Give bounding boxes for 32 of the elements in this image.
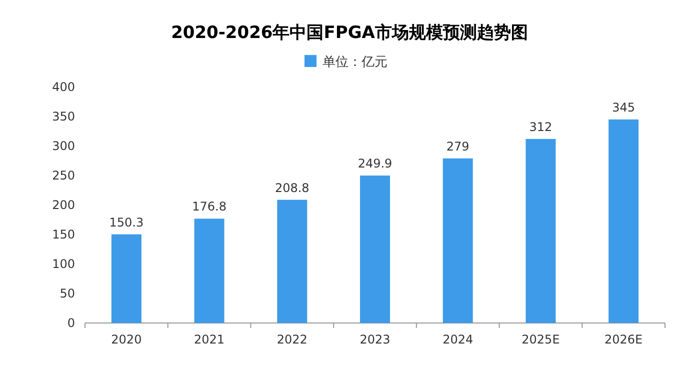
bar bbox=[442, 158, 473, 323]
data-label: 249.9 bbox=[358, 156, 392, 171]
y-tick-label: 0 bbox=[67, 316, 75, 330]
bar bbox=[277, 200, 308, 323]
y-tick-label: 250 bbox=[52, 168, 75, 182]
data-label: 208.8 bbox=[274, 180, 310, 195]
x-tick-label: 2021 bbox=[194, 332, 225, 347]
x-tick-label: 2022 bbox=[276, 332, 308, 347]
y-tick-label: 350 bbox=[52, 109, 75, 124]
x-tick-label: 2026E bbox=[604, 332, 643, 347]
x-tick-label: 2020 bbox=[111, 332, 142, 347]
bar bbox=[360, 176, 390, 323]
data-label: 279 bbox=[446, 139, 470, 154]
y-tick-label: 100 bbox=[52, 256, 75, 271]
bar bbox=[111, 234, 142, 323]
bar bbox=[608, 119, 639, 323]
y-tick-label: 400 bbox=[52, 80, 75, 94]
data-label: 176.8 bbox=[192, 200, 226, 214]
y-tick-label: 300 bbox=[52, 138, 75, 153]
chart-title: 2020-2026年中国FPGA市场规模预测趋势图 bbox=[171, 23, 528, 43]
data-label: 150.3 bbox=[109, 215, 144, 230]
y-tick-label: 200 bbox=[52, 198, 75, 212]
y-tick-label: 150 bbox=[52, 227, 75, 242]
y-tick-label: 50 bbox=[60, 286, 75, 300]
bar bbox=[194, 218, 224, 323]
x-tick-label: 2025E bbox=[522, 332, 560, 347]
x-tick-label: 2024 bbox=[442, 332, 474, 347]
data-label: 312 bbox=[529, 120, 552, 134]
x-tick-label: 2023 bbox=[360, 332, 390, 347]
legend-label: 单位：亿元 bbox=[322, 55, 388, 70]
data-label: 345 bbox=[612, 100, 636, 114]
bar bbox=[526, 138, 556, 323]
